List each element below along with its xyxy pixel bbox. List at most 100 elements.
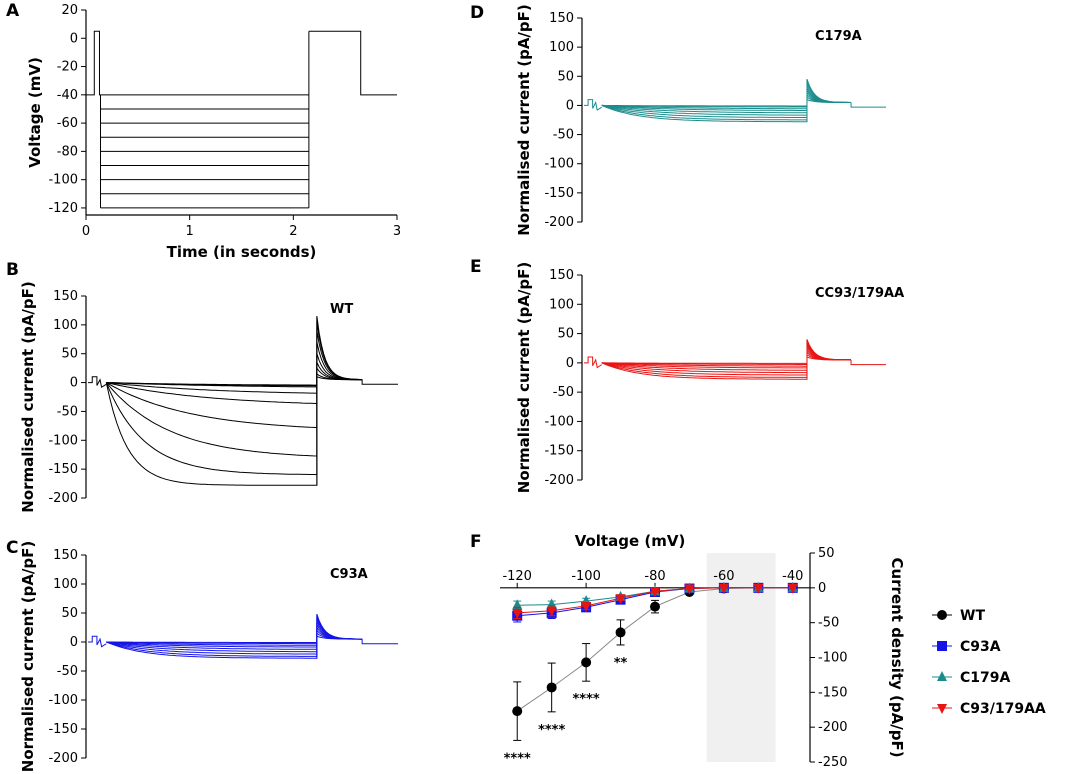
y-tick-label: -100 [48, 173, 78, 188]
y-tick-label: 100 [53, 577, 78, 592]
trace-artifact [88, 376, 107, 388]
marker-triangle-down [615, 594, 626, 605]
y-axis-title: Normalised current (pA/pF) [515, 4, 533, 235]
trace-title: WT [330, 302, 353, 317]
y-tick-label: -150 [544, 444, 574, 459]
x-tick-label: 0 [82, 224, 90, 239]
y-tick-label: -50 [818, 616, 839, 631]
panel-letter-b: B [6, 260, 19, 280]
current-trace [601, 343, 851, 376]
legend-entry: C93A [960, 639, 1001, 655]
y-tick-label: -100 [48, 693, 78, 708]
x-tick-label: -60 [713, 569, 734, 584]
trace-title: C179A [815, 29, 862, 44]
legend-entry: WT [960, 608, 985, 624]
marker-triangle-down [937, 704, 947, 714]
marker-triangle-down [684, 584, 695, 595]
marker-triangle-down [787, 583, 798, 594]
y-tick-label: -200 [48, 491, 78, 506]
y-tick-label: -150 [544, 186, 574, 201]
marker-triangle-down [546, 606, 557, 617]
y-tick-label: 50 [557, 69, 574, 84]
panel-c-c93a-traces: 150 100 50 0 -50 -100 -150 -200 Normalised curre… [19, 541, 398, 772]
marker-triangle-down [581, 601, 592, 612]
current-trace [105, 330, 363, 457]
marker-square [937, 641, 947, 651]
y-tick-label: 100 [53, 318, 78, 333]
y-axis-title: Normalised current (pA/pF) [19, 281, 37, 512]
y-tick-label: 100 [549, 297, 574, 312]
y-axis-title: Normalised current (pA/pF) [515, 262, 533, 493]
y-tick-label: -80 [57, 144, 78, 159]
trace-artifact [584, 99, 603, 111]
current-trace [106, 362, 363, 394]
marker-triangle-up [937, 671, 947, 681]
trace-artifact [88, 635, 107, 648]
x-tick-label: -80 [644, 569, 665, 584]
panel-e-cc93-179aa-traces: 150 100 50 0 -50 -100 -150 -200 Normalised curre… [515, 262, 904, 493]
y-tick-label: 100 [549, 40, 574, 55]
y-axis-title: Current density (pA/pF) [888, 557, 906, 757]
y-tick-label: -100 [544, 414, 574, 429]
y-tick-label: 0 [70, 376, 78, 391]
y-tick-label: -20 [57, 60, 78, 75]
panel-b-wt-traces: 150 100 50 0 -50 -100 -150 -200 Normalised curre… [19, 281, 398, 513]
y-tick-label: -150 [48, 722, 78, 737]
y-tick-label: 50 [61, 606, 78, 621]
significance-annotation: **** [504, 751, 531, 766]
y-tick-label: -50 [57, 664, 78, 679]
y-tick-label: -200 [544, 215, 574, 230]
x-tick-label: 3 [393, 224, 401, 239]
y-tick-label: -250 [818, 755, 848, 770]
marker-circle [546, 682, 557, 693]
trace-end [850, 102, 886, 108]
y-tick-label: 50 [61, 347, 78, 362]
y-tick-label: 0 [70, 31, 78, 46]
marker-triangle-down [650, 587, 660, 598]
x-tick-label: -120 [502, 569, 532, 584]
panel-letter-c: C [6, 538, 18, 558]
current-trace [601, 79, 852, 123]
marker-circle [937, 610, 947, 620]
y-tick-label: 0 [566, 356, 574, 371]
panel-letter-a: A [6, 1, 20, 21]
marker-circle [615, 627, 626, 638]
y-tick-label: 50 [557, 327, 574, 342]
significance-annotation: **** [538, 723, 565, 738]
y-tick-label: -50 [553, 128, 574, 143]
y-tick-label: -150 [48, 462, 78, 477]
panel-letter-f: F [470, 532, 482, 552]
y-tick-label: 150 [549, 11, 574, 26]
y-tick-label: 150 [549, 268, 574, 283]
y-tick-label: 150 [53, 548, 78, 563]
y-tick-label: -50 [553, 385, 574, 400]
y-tick-label: -50 [57, 404, 78, 419]
panel-letter-e: E [470, 257, 482, 277]
trace-end [850, 359, 886, 366]
x-tick-label: -40 [782, 569, 803, 584]
significance-annotation: **** [573, 692, 600, 707]
current-trace [106, 342, 363, 429]
trace-end [361, 639, 398, 645]
trace-end [361, 379, 398, 385]
marker-triangle-up [512, 599, 523, 610]
y-tick-label: -40 [57, 88, 78, 103]
trace-title: C93A [330, 567, 368, 582]
y-tick-label: -150 [818, 685, 848, 700]
y-tick-label: 0 [818, 581, 826, 596]
current-trace [106, 614, 363, 659]
protocol-prepulse [86, 30, 101, 96]
y-axis-title: Normalised current (pA/pF) [19, 541, 37, 772]
trace-artifact [584, 356, 603, 369]
y-tick-label: -200 [48, 751, 78, 766]
x-tick-label: 2 [289, 224, 297, 239]
x-axis-title: Voltage (mV) [575, 532, 686, 550]
y-tick-label: -100 [818, 651, 848, 666]
marker-triangle-down [718, 583, 729, 594]
y-tick-label: -200 [544, 473, 574, 488]
current-trace [105, 316, 363, 486]
current-trace [106, 366, 363, 388]
current-trace [601, 339, 851, 380]
legend-entry: C179A [960, 670, 1010, 686]
current-trace [105, 321, 363, 476]
